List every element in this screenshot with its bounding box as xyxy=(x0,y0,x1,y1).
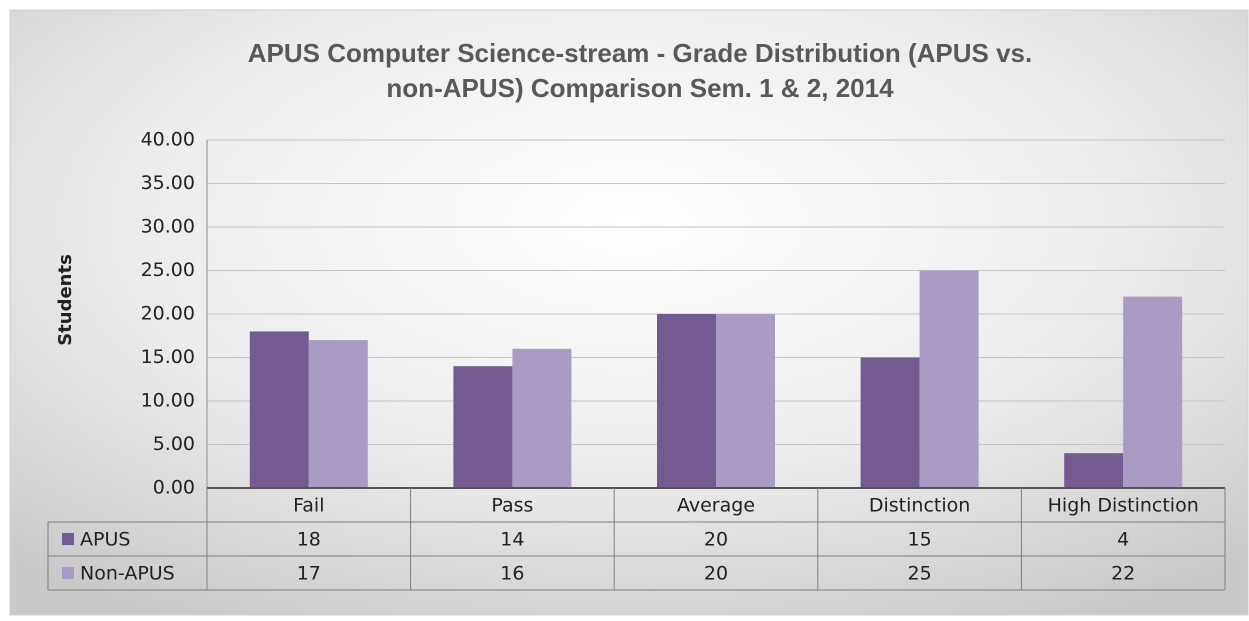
y-tick-label: 35.00 xyxy=(141,172,195,194)
x-tick-label: Fail xyxy=(293,495,324,517)
chart-title: APUS Computer Science-stream - Grade Dis… xyxy=(248,38,1033,68)
table-value: 14 xyxy=(500,529,524,551)
table-value: 18 xyxy=(297,529,321,551)
y-tick-label: 30.00 xyxy=(141,216,195,238)
legend-label: Non-APUS xyxy=(80,563,175,585)
x-tick-label: Distinction xyxy=(869,495,970,517)
bar xyxy=(860,357,920,488)
y-tick-label: 5.00 xyxy=(153,433,195,455)
y-tick-label: 10.00 xyxy=(141,390,195,412)
bar xyxy=(657,314,716,488)
y-tick-label: 25.00 xyxy=(141,259,195,281)
table-value: 20 xyxy=(704,529,728,551)
bar xyxy=(919,270,979,488)
bar xyxy=(1123,296,1183,488)
y-tick-label: 0.00 xyxy=(153,477,195,499)
y-tick-label: 40.00 xyxy=(141,129,195,151)
legend-key xyxy=(62,533,74,545)
table-value: 20 xyxy=(704,563,728,585)
table-value: 17 xyxy=(297,563,321,585)
table-value: 25 xyxy=(908,563,932,585)
y-tick-label: 15.00 xyxy=(141,346,195,368)
table-value: 22 xyxy=(1111,563,1135,585)
y-tick-label: 20.00 xyxy=(141,303,195,325)
bar xyxy=(1064,453,1124,488)
bar xyxy=(249,331,309,488)
legend-label: APUS xyxy=(80,529,130,551)
y-axis-label: Students xyxy=(55,254,76,346)
bar xyxy=(716,314,775,488)
chart-background xyxy=(9,9,1249,616)
bar xyxy=(453,366,513,488)
bar xyxy=(308,340,368,488)
table-value: 16 xyxy=(500,563,524,585)
x-tick-label: High Distinction xyxy=(1048,495,1199,517)
table-value: 15 xyxy=(908,529,932,551)
bar xyxy=(512,348,572,488)
chart-title: non-APUS) Comparison Sem. 1 & 2, 2014 xyxy=(386,73,894,103)
table-value: 4 xyxy=(1117,529,1129,551)
x-tick-label: Average xyxy=(677,495,755,517)
x-tick-label: Pass xyxy=(491,495,533,517)
legend-key xyxy=(62,567,74,579)
